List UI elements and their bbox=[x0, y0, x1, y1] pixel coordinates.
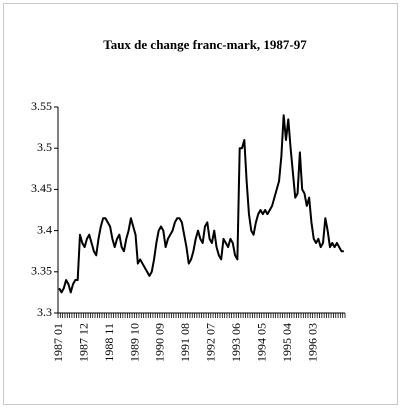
y-tick-label: 3.3 bbox=[37, 305, 52, 319]
x-tick-label: 1989 10 bbox=[127, 323, 141, 362]
x-tick-label: 1987 01 bbox=[51, 323, 65, 362]
x-tick-label: 1987 12 bbox=[76, 323, 90, 362]
x-tick-label: 1988 11 bbox=[102, 323, 116, 362]
x-tick-label: 1993 06 bbox=[229, 323, 243, 362]
x-tick-label: 1992 07 bbox=[204, 323, 218, 362]
chart-border bbox=[3, 3, 398, 405]
x-tick-label: 1995 04 bbox=[280, 323, 294, 362]
x-tick-label: 1991 08 bbox=[178, 323, 192, 362]
y-tick-label: 3.45 bbox=[31, 181, 52, 195]
y-tick-label: 3.55 bbox=[31, 99, 52, 113]
y-tick-label: 3.5 bbox=[37, 140, 52, 154]
x-tick-label: 1990 09 bbox=[153, 323, 167, 362]
chart-title: Taux de change franc-mark, 1987-97 bbox=[103, 37, 307, 52]
y-tick-label: 3.35 bbox=[31, 264, 52, 278]
line bbox=[58, 114, 344, 294]
x-tick-label: 1994 05 bbox=[255, 323, 269, 362]
y-tick-label: 3.4 bbox=[37, 222, 52, 236]
x-tick-label: 1996 03 bbox=[306, 323, 320, 362]
